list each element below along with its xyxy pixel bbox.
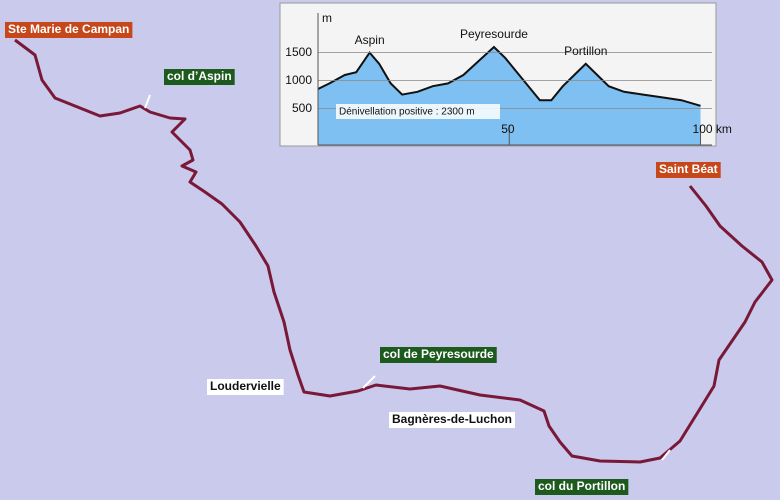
place-label: col du Portillon (538, 479, 625, 493)
route (14, 38, 774, 464)
label-box (5, 22, 133, 38)
x-tick-label: 100 km (693, 122, 732, 136)
label-box (164, 69, 235, 85)
place-label: col de Peyresourde (383, 347, 494, 361)
y-tick-label: 1000 (285, 73, 312, 87)
place-label: Saint Béat (659, 162, 718, 176)
note: Dénivellation positive : 2300 m (339, 107, 475, 118)
profile-area (318, 47, 701, 145)
peak-label: Peyresourde (460, 27, 528, 41)
col-pointer (661, 449, 671, 461)
y-tick-label: 1500 (285, 45, 312, 59)
y-tick-label: 500 (292, 101, 312, 115)
place-label: Loudervielle (210, 379, 281, 393)
label-box (207, 379, 284, 395)
col-pointer (144, 94, 151, 109)
place-label: Ste Marie de Campan (8, 22, 129, 36)
place-label: col d’Aspin (167, 69, 232, 83)
peak-label: Portillon (564, 44, 607, 58)
x-tick-label: 50 (501, 122, 515, 136)
peak-label: Aspin (355, 33, 385, 47)
y-axis-label: m (322, 11, 332, 25)
profile-chart: 500 1000 1500 m 50 100 km Aspin Peyresourde Port… (285, 11, 732, 146)
col-pointer (362, 375, 376, 389)
profile-line (317, 45, 701, 107)
label-box (380, 347, 497, 363)
label-box (535, 479, 629, 495)
place-label: Bagnères-de-Luchon (392, 412, 512, 426)
map-labels: Ste Marie de Campan col d’Aspin Saint Béat… (5, 22, 721, 495)
label-box (656, 162, 721, 178)
note-box (336, 104, 500, 119)
label-box (389, 412, 516, 428)
